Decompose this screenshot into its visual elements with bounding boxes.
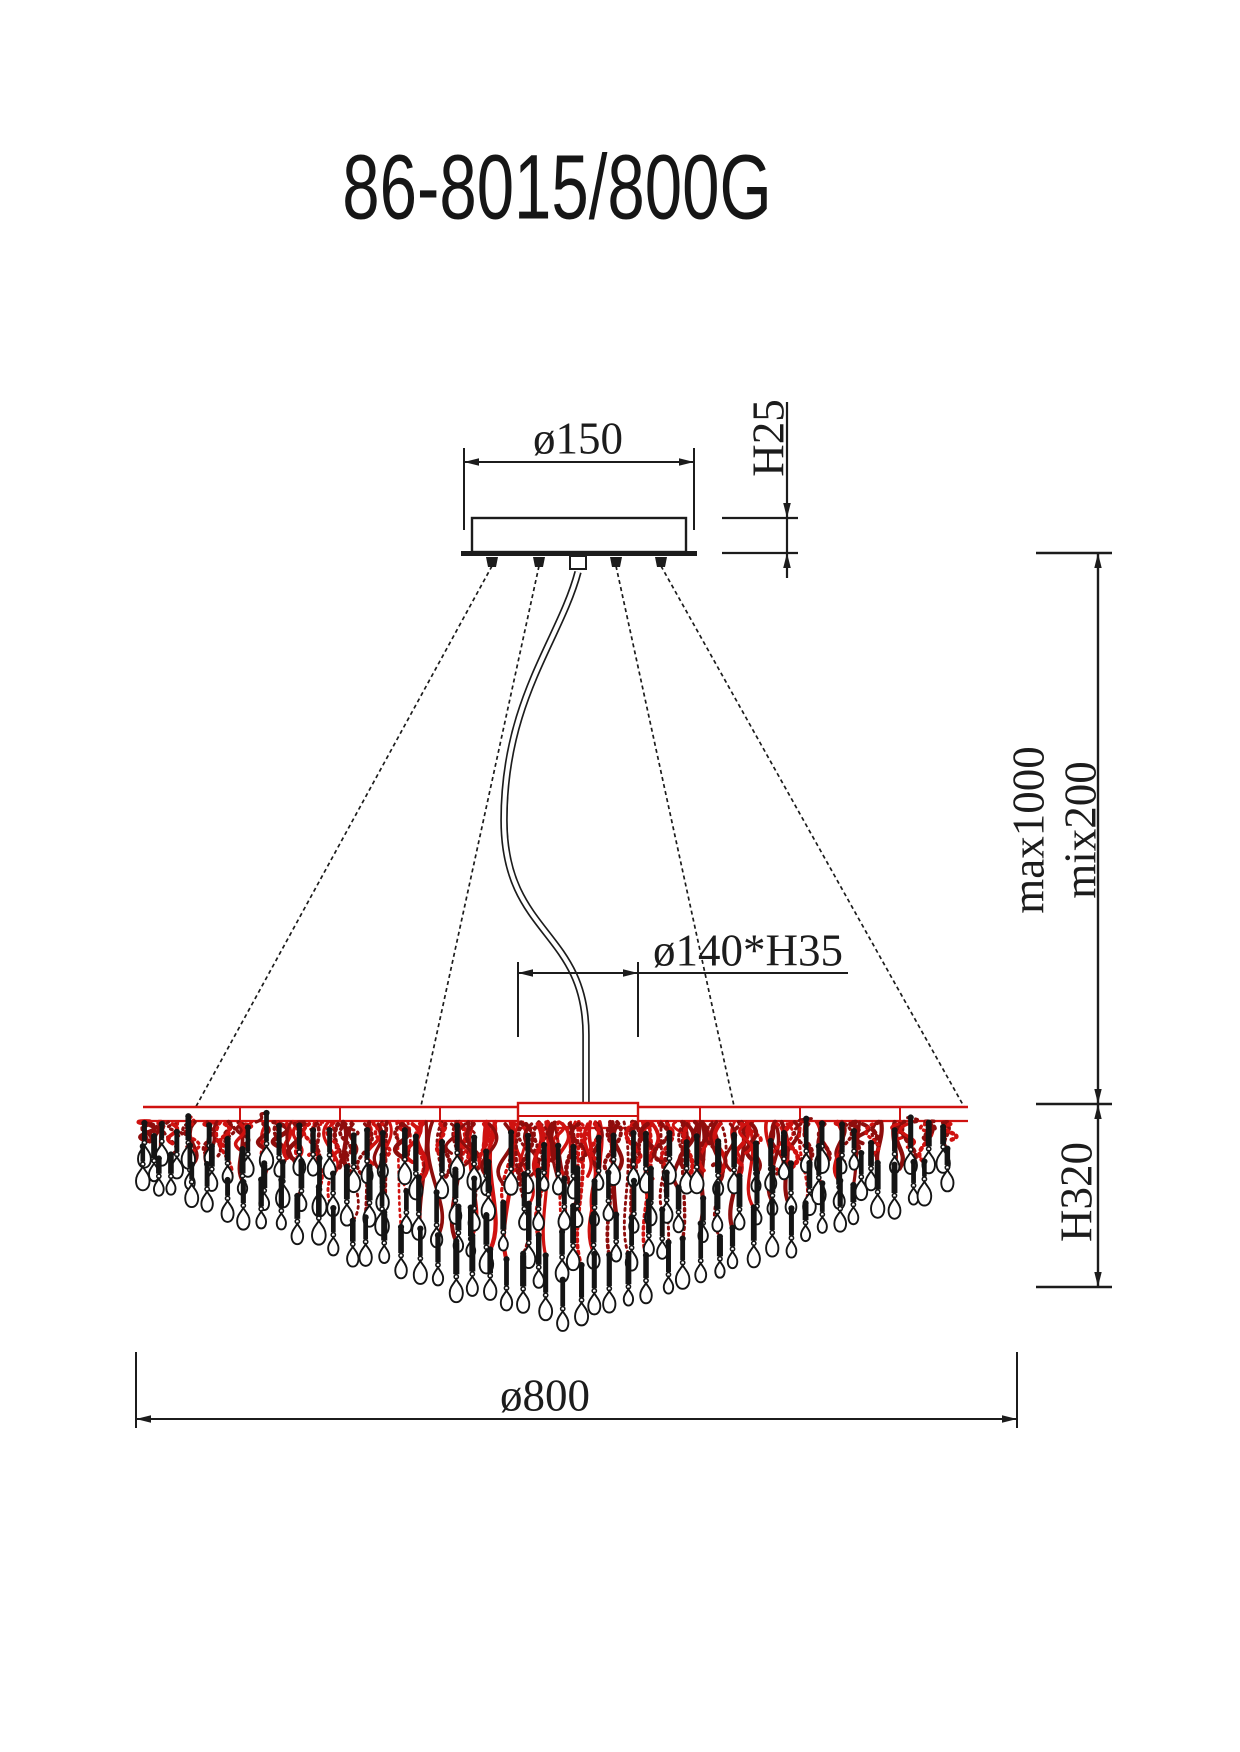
suspension-max-label: max1000: [1003, 746, 1054, 914]
suspension-cable: [660, 565, 968, 1113]
cable-mount-nub: [533, 557, 545, 567]
crystal-drops: [135, 1109, 955, 1332]
body-diameter-dimension: [135, 1352, 1018, 1428]
cable-mount-nub: [610, 557, 622, 567]
page-title: 86-8015/800G: [342, 136, 772, 239]
suspension-and-body-height-dimension: [1036, 551, 1112, 1289]
cord-strain-relief: [569, 555, 587, 570]
ceiling-canopy: [461, 516, 697, 570]
body-diameter-label: ø800: [500, 1370, 590, 1421]
body-top-frame: [143, 1101, 968, 1130]
body-height-label: H320: [1051, 1142, 1102, 1242]
cable-mount-nub: [655, 557, 667, 567]
suspension-min-label: mix200: [1055, 761, 1106, 899]
center-hub-label: ø140*H35: [653, 925, 843, 976]
suspension-cable: [420, 565, 540, 1107]
canopy-height-dimension: [722, 402, 798, 578]
canopy-diameter-label: ø150: [533, 413, 623, 464]
chandelier-body: [135, 1101, 968, 1332]
suspension-cable: [615, 565, 735, 1107]
hub-dimension: [517, 962, 848, 1037]
suspension-cables: [192, 565, 968, 1113]
canopy-diameter-dimension: [463, 448, 695, 530]
power-cord: [500, 571, 590, 1103]
suspension-cable: [192, 565, 493, 1113]
cable-mount-nub: [486, 557, 498, 567]
canopy-height-label: H25: [743, 399, 794, 477]
